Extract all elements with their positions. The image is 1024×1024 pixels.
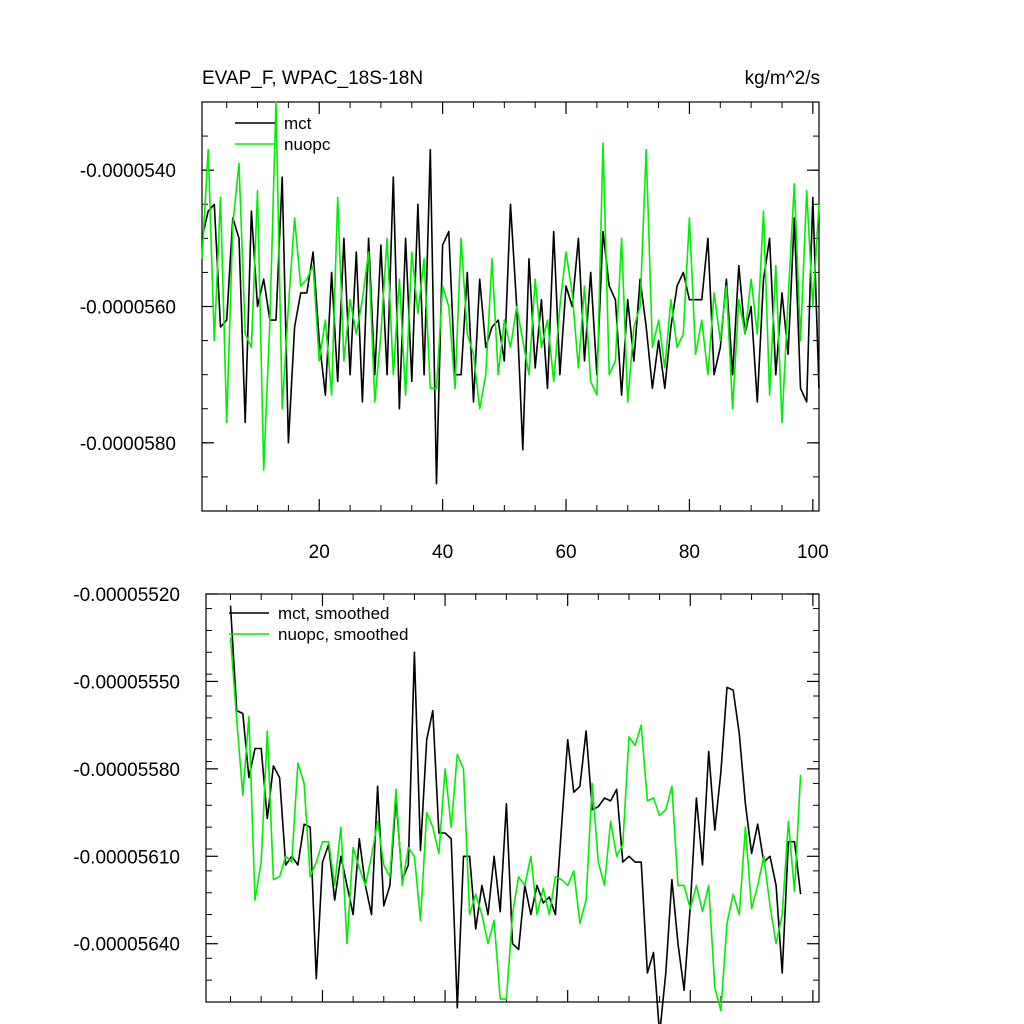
top-x-axis: 20 40 60 80 100 bbox=[226, 102, 829, 563]
series-line-nuopc-smoothed bbox=[229, 637, 802, 1012]
y-tick-label: -0.0000580 bbox=[80, 434, 176, 455]
x-tick-label: 20 bbox=[309, 542, 330, 563]
top-panel: -0.0000540 -0.0000560 -0.0000580 20 40 60 80 1… bbox=[80, 101, 829, 563]
series-line-mct-smoothed bbox=[229, 605, 802, 1024]
top-series-group bbox=[201, 101, 820, 485]
y-tick-label: -0.0000560 bbox=[80, 298, 176, 319]
legend-label: mct bbox=[284, 114, 312, 133]
bottom-panel: -0.00005520 -0.00005550 -0.00005580 -0.0000… bbox=[73, 585, 820, 1024]
y-tick-label: -0.00005640 bbox=[73, 935, 180, 956]
bottom-y-axis: -0.00005520 -0.00005550 -0.00005580 -0.0000… bbox=[73, 585, 819, 1003]
legend-label: nuopc bbox=[284, 135, 331, 154]
y-tick-label: -0.0000540 bbox=[80, 161, 176, 182]
series-line-mct bbox=[201, 148, 820, 485]
x-tick-label: 80 bbox=[679, 542, 700, 563]
bottom-series-group bbox=[229, 605, 802, 1024]
top-y-axis: -0.0000540 -0.0000560 -0.0000580 bbox=[80, 101, 819, 512]
legend-label: mct, smoothed bbox=[278, 604, 390, 623]
top-plot-frame bbox=[201, 101, 820, 512]
series-line-nuopc bbox=[201, 101, 820, 471]
y-tick-label: -0.00005580 bbox=[73, 760, 180, 781]
y-tick-label: -0.00005520 bbox=[73, 585, 180, 606]
top-legend: mct nuopc bbox=[235, 114, 331, 154]
chart-units: kg/m^2/s bbox=[745, 68, 820, 89]
y-tick-label: -0.00005550 bbox=[73, 672, 180, 693]
bottom-legend: mct, smoothed nuopc, smoothed bbox=[229, 604, 408, 644]
bottom-plot-frame bbox=[205, 593, 820, 1003]
chart-title: EVAP_F, WPAC_18S-18N bbox=[202, 68, 423, 89]
x-tick-label: 60 bbox=[555, 542, 576, 563]
x-tick-label: 40 bbox=[432, 542, 453, 563]
x-tick-label: 100 bbox=[797, 542, 829, 563]
y-tick-label: -0.00005610 bbox=[73, 847, 180, 868]
legend-label: nuopc, smoothed bbox=[278, 625, 408, 644]
